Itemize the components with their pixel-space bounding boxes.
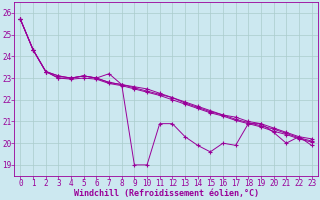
X-axis label: Windchill (Refroidissement éolien,°C): Windchill (Refroidissement éolien,°C): [74, 189, 259, 198]
